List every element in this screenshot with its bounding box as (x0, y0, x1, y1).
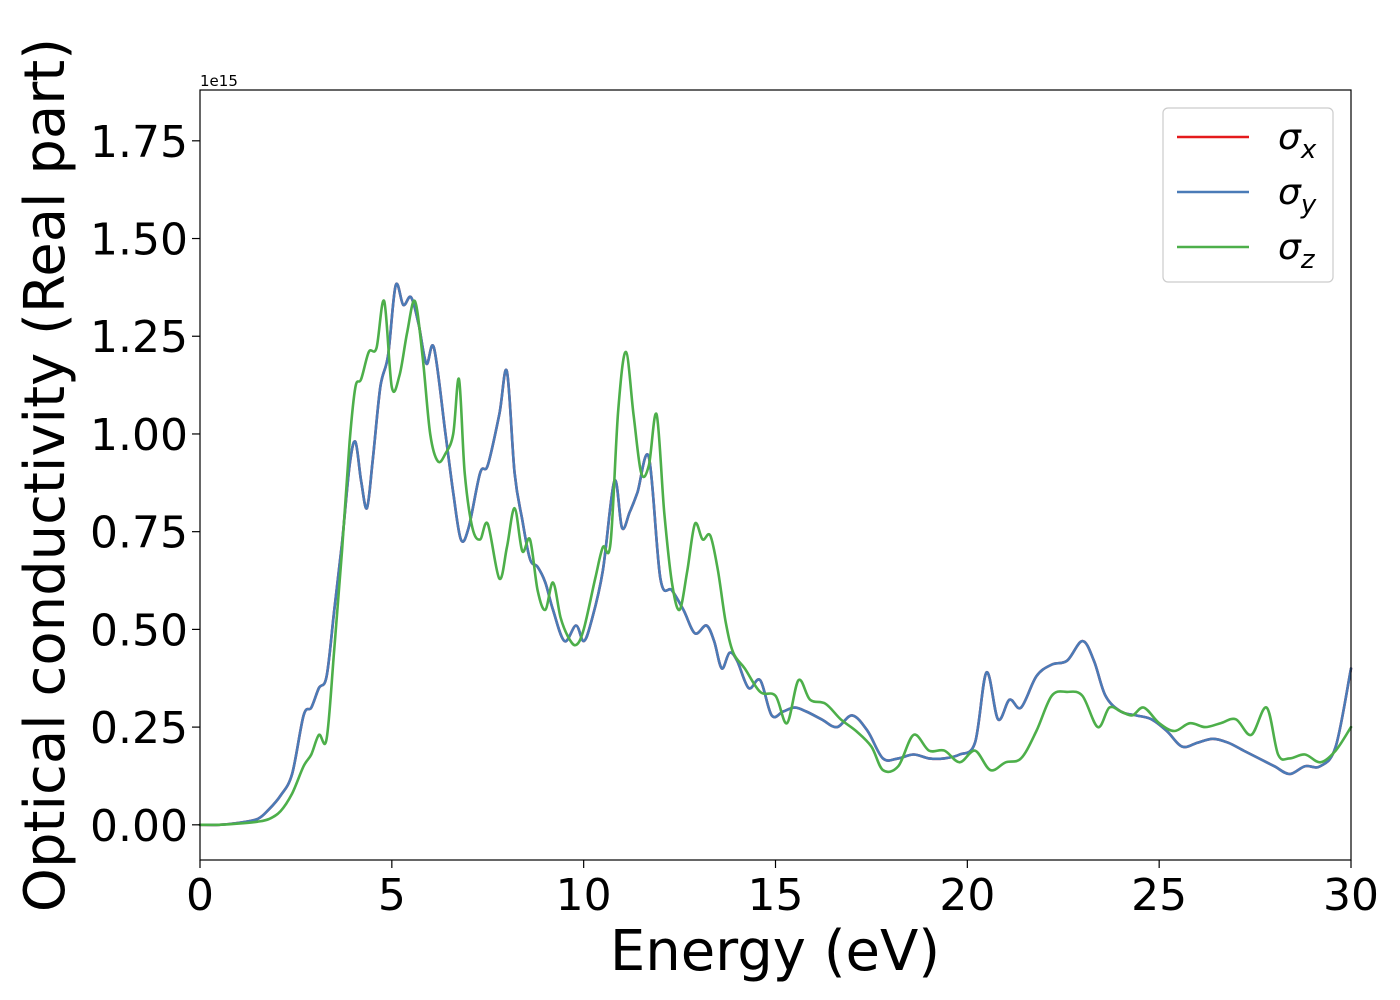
y-tick-label: 1.75 (90, 117, 188, 168)
y-axis-label: Optical conductivity (Real part) (13, 38, 78, 912)
y-axis: 0.00 0.25 0.50 0.75 1.00 1.25 1.50 1.75 (90, 117, 200, 852)
series-line-sigma-z (198, 299, 1353, 827)
legend-box (1162, 107, 1334, 283)
y-tick-label: 0.25 (90, 703, 188, 754)
y-tick-label: 1.00 (90, 410, 188, 461)
y-tick-label: 0.75 (90, 508, 188, 559)
y-tick-label: 1.50 (90, 215, 188, 266)
x-tick-label: 30 (1323, 870, 1379, 921)
x-tick-label: 0 (186, 870, 214, 921)
x-tick-label: 10 (556, 870, 612, 921)
x-tick-label: 5 (378, 870, 406, 921)
legend-label-sigma-z: σz (1278, 227, 1316, 275)
x-tick-label: 20 (939, 870, 995, 921)
x-tick-label: 15 (748, 870, 804, 921)
series-line-sigma-y (198, 282, 1353, 827)
y-tick-label: 0.50 (90, 605, 188, 656)
y-tick-label: 1.25 (90, 312, 188, 363)
y-tick-label: 0.00 (90, 801, 188, 852)
x-axis-label: Energy (eV) (610, 919, 940, 984)
y-offset-label: 1e15 (200, 72, 238, 90)
x-tick-label: 25 (1131, 870, 1187, 921)
x-axis: 0 5 10 15 20 25 30 (186, 860, 1379, 921)
series-layer (198, 282, 1353, 827)
plot-area (200, 90, 1351, 860)
